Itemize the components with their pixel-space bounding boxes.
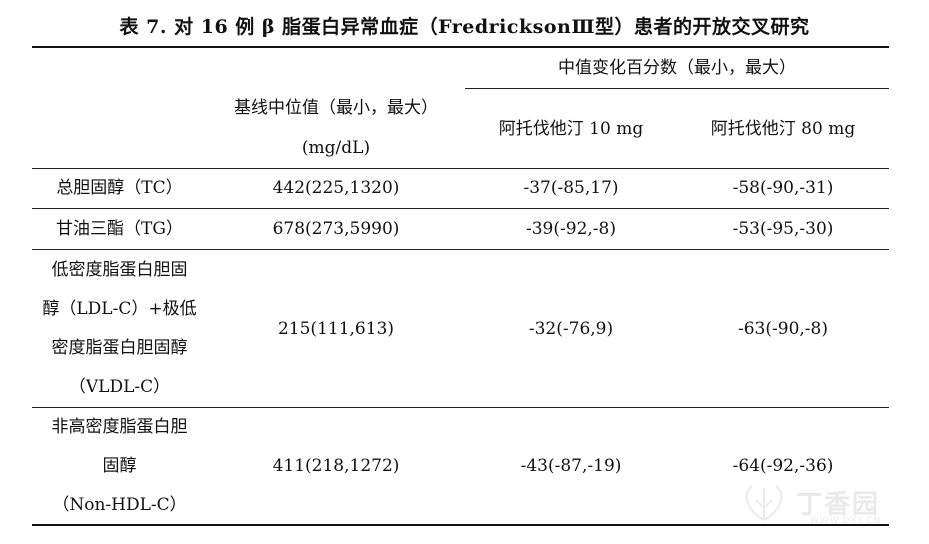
group-header: 中值变化百分数（最小，最大）: [558, 58, 796, 78]
value-80mg: -53(-95,-30): [732, 219, 834, 239]
header-bottom-rule: [32, 168, 889, 169]
col-header-80mg: 阿托伐他汀 80 mg: [710, 119, 856, 139]
watermark-text: 丁香园: [796, 490, 881, 520]
value-10mg: -37(-85,17): [523, 178, 619, 198]
table-title: 表 7. 对 16 例 β 脂蛋白异常血症（FredricksonⅢ型）患者的开…: [119, 16, 810, 38]
value-80mg: -64(-92,-36): [732, 456, 834, 476]
row-label-line: （Non-HDL-C）: [52, 495, 187, 515]
row-label-line: 低密度脂蛋白胆固: [51, 260, 188, 280]
dxy-logo-icon: [745, 485, 783, 521]
baseline-value: 442(225,1320): [272, 178, 400, 198]
row-rule-2: [32, 249, 889, 250]
baseline-value: 411(218,1272): [272, 456, 400, 476]
value-80mg: -63(-90,-8): [738, 319, 828, 339]
value-10mg: -32(-76,9): [528, 319, 614, 339]
value-80mg: -58(-90,-31): [732, 178, 834, 198]
row-label: 总胆固醇（TC）: [56, 178, 183, 198]
row-label-line: 醇（LDL-C）+极低: [42, 299, 197, 319]
row-label: 甘油三酯（TG）: [56, 219, 183, 239]
baseline-value: 215(111,613): [277, 319, 394, 339]
watermark-url: WWW.DXY.CN: [810, 516, 882, 526]
row-rule-3: [32, 407, 889, 408]
col-header-10mg: 阿托伐他汀 10 mg: [498, 119, 644, 139]
watermark: 丁香园 WWW.DXY.CN: [736, 480, 916, 530]
value-10mg: -39(-92,-8): [526, 219, 616, 239]
row-label-line: （VLDL-C）: [68, 377, 171, 397]
bottom-rule: [32, 524, 889, 526]
row-rule-1: [32, 208, 889, 209]
row-label-line: 固醇: [102, 456, 137, 476]
top-rule: [32, 46, 889, 48]
baseline-value: 678(273,5990): [272, 219, 400, 239]
row-label-line: 密度脂蛋白胆固醇: [51, 338, 188, 358]
value-10mg: -43(-87,-19): [520, 456, 622, 476]
baseline-header-line1: 基线中位值（最小，最大）: [234, 98, 438, 118]
row-label-line: 非高密度脂蛋白胆: [51, 417, 188, 437]
group-subrule: [465, 88, 889, 89]
baseline-header-line2: (mg/dL): [301, 138, 371, 158]
